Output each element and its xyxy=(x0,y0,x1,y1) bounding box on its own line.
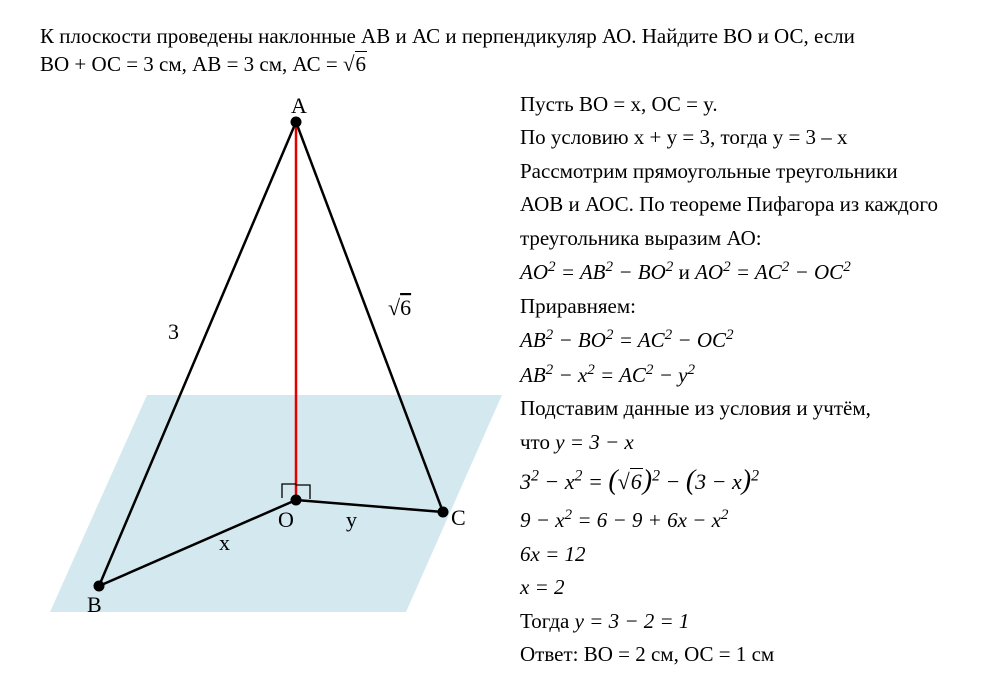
svg-text:C: C xyxy=(451,505,466,530)
svg-text:O: O xyxy=(278,507,294,532)
sol-l9: Тогда y = 3 − 2 = 1 xyxy=(520,606,965,638)
problem-statement: К плоскости проведены наклонные АВ и АС … xyxy=(40,22,965,79)
solution-column: Пусть ВО = x, ОС = y. По условию x + y =… xyxy=(520,87,965,673)
problem-line2-prefix: ВО + ОС = 3 см, АВ = 3 см, АС = xyxy=(40,52,343,76)
sqrt-6-problem: 6 xyxy=(343,50,367,78)
svg-text:y: y xyxy=(346,507,357,532)
problem-line1: К плоскости проведены наклонные АВ и АС … xyxy=(40,24,855,48)
svg-text:A: A xyxy=(291,93,307,118)
diagram-column: A B C O 3 √6 x y xyxy=(40,87,510,673)
sol-eq2: AB2 − BO2 = AC2 − OC2 xyxy=(520,324,965,357)
sol-l8: что y = 3 − x xyxy=(520,427,965,459)
svg-text:3: 3 xyxy=(168,319,179,344)
sol-eq5: 9 − x2 = 6 − 9 + 6x − x2 xyxy=(520,504,965,537)
sol-eq6: 6x = 12 xyxy=(520,539,965,571)
sol-l3: Рассмотрим прямоугольные треугольники xyxy=(520,156,965,188)
sol-eq3: AB2 − x2 = AC2 − y2 xyxy=(520,359,965,392)
content-row: A B C O 3 √6 x y Пусть ВО = x, ОС = y. По услов… xyxy=(40,87,965,673)
svg-text:x: x xyxy=(219,530,230,555)
sol-l7: Подставим данные из условия и учтём, xyxy=(520,393,965,425)
sol-eq4: 32 − x2 = (6)2 − (3 − x)2 xyxy=(520,460,965,502)
sol-answer: Ответ: ВО = 2 см, ОС = 1 см xyxy=(520,639,965,671)
sol-eq1: AO2 = AB2 − BO2 и AO2 = AC2 − OC2 xyxy=(520,256,965,289)
sol-eq7: x = 2 xyxy=(520,572,965,604)
sol-l5: треугольника выразим АО: xyxy=(520,223,965,255)
geometry-diagram: A B C O 3 √6 x y xyxy=(40,87,510,627)
sol-l6: Приравняем: xyxy=(520,291,965,323)
sol-l2: По условию x + y = 3, тогда y = 3 – x xyxy=(520,122,965,154)
svg-text:B: B xyxy=(87,592,102,617)
svg-text:√6: √6 xyxy=(388,295,411,320)
sol-l4: АОВ и АОС. По теореме Пифагора из каждог… xyxy=(520,189,965,221)
sol-l1: Пусть ВО = x, ОС = y. xyxy=(520,89,965,121)
